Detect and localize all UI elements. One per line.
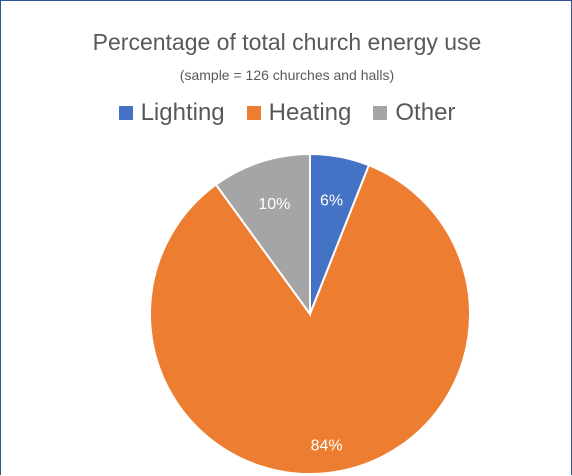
data-label-heating: 84%	[311, 437, 343, 454]
legend-item-other: Other	[373, 99, 455, 127]
legend-label-heating: Heating	[268, 99, 352, 126]
chart-title: Percentage of total church energy use	[92, 29, 482, 55]
pie-labels: 6% 84% 10%	[258, 192, 343, 454]
legend-item-lighting: Lighting	[118, 99, 225, 127]
pie-slice-heating	[149, 163, 471, 475]
data-label-lighting: 6%	[320, 192, 343, 209]
legend-swatch-other	[373, 106, 388, 120]
legend-item-heating: Heating	[246, 99, 352, 127]
pie-slice-other	[214, 152, 311, 318]
legend-swatch-heating	[246, 106, 261, 120]
pie-slices	[149, 152, 471, 475]
legend-swatch-lighting	[118, 106, 133, 120]
chart-legend: Lighting Heating Other	[1, 99, 572, 127]
data-label-other: 10%	[258, 196, 290, 213]
chart-subtitle: (sample = 126 churches and halls)	[179, 67, 395, 83]
legend-label-other: Other	[395, 99, 456, 126]
legend-label-lighting: Lighting	[140, 99, 225, 126]
